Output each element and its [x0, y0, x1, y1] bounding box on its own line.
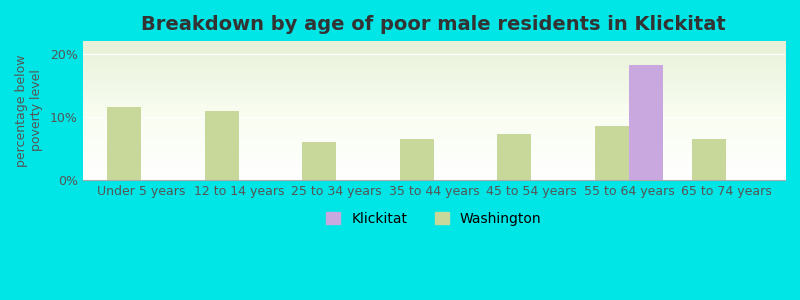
Bar	[302, 142, 336, 180]
Title: Breakdown by age of poor male residents in Klickitat: Breakdown by age of poor male residents …	[142, 15, 726, 34]
Bar	[498, 134, 531, 180]
Y-axis label: percentage below
poverty level: percentage below poverty level	[15, 54, 43, 167]
Bar	[594, 126, 629, 180]
Bar	[400, 139, 434, 180]
Bar	[629, 65, 663, 180]
Bar	[205, 110, 238, 180]
Bar	[107, 107, 142, 180]
Legend: Klickitat, Washington: Klickitat, Washington	[321, 206, 547, 231]
Bar	[692, 139, 726, 180]
